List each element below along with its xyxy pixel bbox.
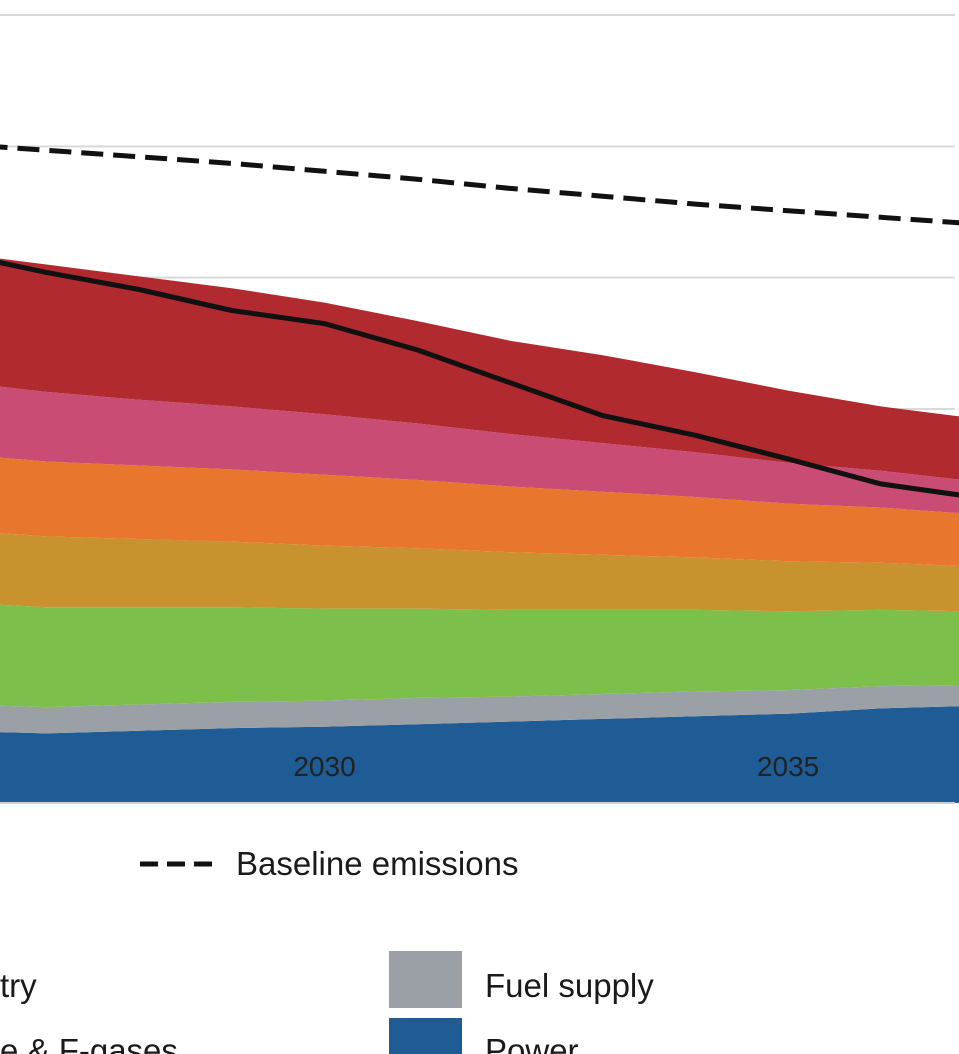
stacked-areas	[0, 258, 959, 803]
x-tick-label: 2030	[293, 751, 355, 782]
legend-item-power-label: Power	[485, 1032, 579, 1054]
legend-item-fuel-supply-label: Fuel supply	[485, 967, 654, 1004]
area-transport	[0, 386, 959, 514]
pathway-lines	[0, 144, 959, 498]
legend: Baseline emissions try e & F-gases Fuel …	[0, 845, 654, 1054]
area-power	[0, 706, 959, 803]
legend-baseline-label: Baseline emissions	[236, 845, 518, 882]
legend-swatch-power	[389, 1018, 462, 1054]
baseline-emissions-line	[0, 144, 959, 226]
legend-item-waste-label: e & F-gases	[0, 1032, 178, 1054]
legend-swatch-fuel-supply	[389, 951, 462, 1008]
legend-item-industry-label: try	[0, 967, 37, 1004]
target-pathway-line	[0, 259, 959, 498]
x-tick-labels: 2030 2035	[293, 751, 819, 782]
area-waste-f-gases	[0, 533, 959, 612]
area-industry	[0, 604, 959, 708]
x-tick-label: 2035	[757, 751, 819, 782]
area-fuel-supply	[0, 685, 959, 734]
area-buildings	[0, 457, 959, 566]
